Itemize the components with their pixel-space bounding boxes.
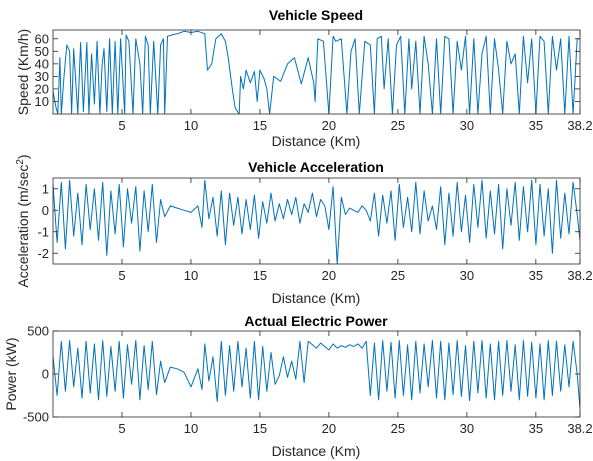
speed-ytick-label: 50 (35, 44, 49, 59)
speed-xtick-label: 35 (529, 118, 543, 133)
speed-xtick-label: 38.2 (567, 118, 592, 133)
speed-title: Vehicle Speed (269, 7, 363, 23)
speed-xtick-label: 25 (391, 118, 405, 133)
power-ytick-label: 0 (42, 367, 49, 382)
acceleration-xlabel: Distance (Km) (272, 290, 361, 306)
power-xtick-label: 20 (322, 421, 336, 436)
acceleration-xtick-label: 20 (322, 268, 336, 283)
speed-xtick-label: 15 (253, 118, 267, 133)
speed-ytick-label: 30 (35, 69, 49, 84)
speed-ytick-label: 10 (35, 94, 49, 109)
acceleration-ylabel-main: Acceleration (m/sec (15, 165, 31, 288)
power-xtick-label: 10 (184, 421, 198, 436)
power-ytick-label: -500 (23, 410, 49, 425)
acceleration-title: Vehicle Acceleration (248, 159, 384, 175)
power-ytick-label: 500 (27, 324, 49, 339)
acceleration-ytick-label: 1 (42, 181, 49, 196)
acceleration-ytick-label: 0 (42, 203, 49, 218)
speed-ytick-label: 40 (35, 56, 49, 71)
speed-ylabel: Speed (Km/h) (15, 29, 31, 115)
speed-xtick-label: 30 (460, 118, 474, 133)
power-xtick-label: 30 (460, 421, 474, 436)
acceleration-ylabel-end: ) (15, 154, 31, 159)
speed-series-line (53, 30, 580, 114)
acceleration-xtick-label: 30 (460, 268, 474, 283)
acceleration-xtick-label: 15 (253, 268, 267, 283)
speed-panel: Vehicle Speed Speed (Km/h) Distance (Km)… (15, 7, 593, 149)
power-xtick-label: 5 (118, 421, 125, 436)
power-panel: Actual Electric Power Power (kW) Distanc… (3, 313, 593, 459)
acceleration-panel: Vehicle Acceleration Acceleration (m/sec… (15, 154, 593, 306)
acceleration-xtick-label: 35 (529, 268, 543, 283)
speed-xtick-label: 5 (118, 118, 125, 133)
power-title: Actual Electric Power (244, 313, 388, 329)
power-xtick-label: 15 (253, 421, 267, 436)
speed-xlabel: Distance (Km) (272, 133, 361, 149)
acceleration-series-line (53, 179, 580, 264)
speed-ytick-label: 20 (35, 81, 49, 96)
acceleration-axes-box (52, 177, 581, 265)
speed-axes-box (52, 29, 581, 115)
acceleration-xtick-label: 5 (118, 268, 125, 283)
acceleration-xtick-label: 10 (184, 268, 198, 283)
power-xtick-label: 35 (529, 421, 543, 436)
power-xtick-label: 25 (391, 421, 405, 436)
power-series-line (53, 340, 580, 409)
acceleration-ylabel: Acceleration (m/sec2) (15, 154, 32, 287)
acceleration-ytick-label: -2 (37, 246, 49, 261)
power-ylabel: Power (kW) (3, 337, 19, 410)
speed-xtick-label: 10 (184, 118, 198, 133)
speed-xtick-label: 20 (322, 118, 336, 133)
power-xlabel: Distance (Km) (272, 443, 361, 459)
acceleration-xtick-label: 25 (391, 268, 405, 283)
acceleration-ylabel-exponent: 2 (15, 159, 26, 165)
acceleration-xtick-label: 38.2 (567, 268, 592, 283)
speed-ytick-label: 60 (35, 31, 49, 46)
acceleration-ytick-label: -1 (37, 224, 49, 239)
power-xtick-label: 38.2 (567, 421, 592, 436)
